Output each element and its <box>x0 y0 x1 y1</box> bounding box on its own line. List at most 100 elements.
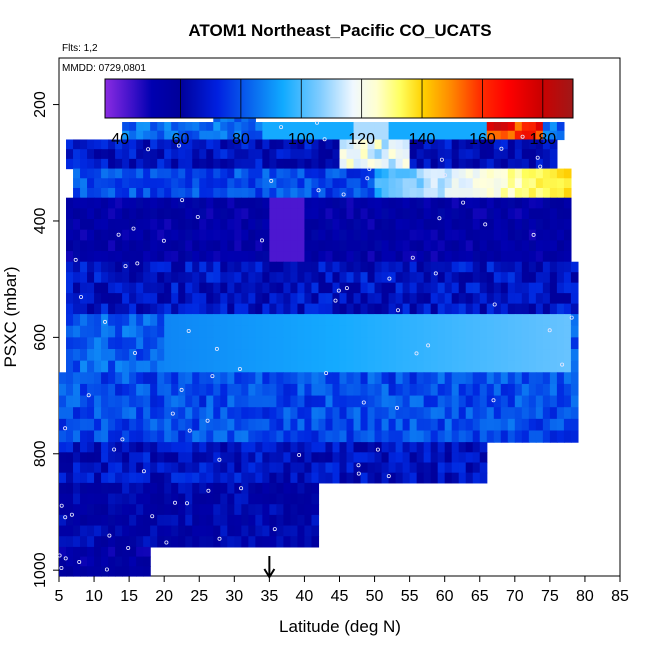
heatmap-cell <box>486 272 495 284</box>
heatmap-cell <box>479 360 488 373</box>
heatmap-cell <box>451 229 460 241</box>
heatmap-cell <box>423 240 432 252</box>
heatmap-cell <box>115 395 123 408</box>
heatmap-cell <box>94 168 102 179</box>
heatmap-cell <box>241 525 249 537</box>
heatmap-cell <box>150 452 158 464</box>
heatmap-cell <box>108 442 116 453</box>
heatmap-cell <box>248 462 256 474</box>
heatmap-cell <box>437 462 446 474</box>
heatmap-cell <box>129 360 137 373</box>
heatmap-cell <box>297 430 306 443</box>
heatmap-cell <box>262 197 270 209</box>
heatmap-cell <box>339 251 348 263</box>
heatmap-cell <box>451 452 460 464</box>
heatmap-cell <box>150 272 158 284</box>
heatmap-cell <box>556 360 565 373</box>
heatmap-cell <box>542 261 551 273</box>
heatmap-cell <box>115 337 123 350</box>
heatmap-cell <box>136 462 144 474</box>
heatmap-cell <box>339 168 348 179</box>
heatmap-cell <box>185 178 193 189</box>
heatmap-cell <box>402 293 411 305</box>
heatmap-cell <box>115 407 123 420</box>
heatmap-cell <box>150 282 158 294</box>
heatmap-cell <box>87 149 95 160</box>
heatmap-cell <box>66 272 74 284</box>
heatmap-cell <box>283 525 292 537</box>
heatmap-cell <box>269 122 277 132</box>
heatmap-cell <box>311 430 320 443</box>
heatmap-cell <box>556 208 565 220</box>
heatmap-cell <box>388 383 397 397</box>
heatmap-cell <box>465 407 474 420</box>
heatmap-cell <box>346 208 355 220</box>
heatmap-cell <box>150 525 158 537</box>
heatmap-cell <box>269 139 277 150</box>
heatmap-cell <box>136 197 144 209</box>
heatmap-cell <box>178 395 186 408</box>
heatmap-cell <box>563 272 572 284</box>
heatmap-cell <box>549 219 558 231</box>
heatmap-cell <box>374 325 383 338</box>
heatmap-cell <box>290 251 299 263</box>
heatmap-cell <box>353 293 362 305</box>
heatmap-cell <box>304 240 313 252</box>
heatmap-cell <box>556 430 565 443</box>
heatmap-cell <box>129 418 137 432</box>
heatmap-cell <box>444 139 453 150</box>
heatmap-cell <box>255 493 263 505</box>
heatmap-cell <box>276 197 284 209</box>
heatmap-cell <box>199 261 207 273</box>
heatmap-cell <box>493 303 502 315</box>
heatmap-cell <box>283 337 292 350</box>
heatmap-cell <box>556 197 565 209</box>
heatmap-cell <box>500 122 509 132</box>
heatmap-cell <box>136 407 144 420</box>
heatmap-cell <box>318 219 327 231</box>
heatmap-cell <box>185 187 193 199</box>
heatmap-cell <box>325 149 334 160</box>
heatmap-cell <box>297 360 306 373</box>
heatmap-cell <box>136 452 144 464</box>
heatmap-cell <box>304 504 313 516</box>
heatmap-cell <box>304 452 313 464</box>
heatmap-cell <box>157 261 165 273</box>
heatmap-cell <box>556 395 565 408</box>
heatmap-cell <box>374 168 383 179</box>
heatmap-cell <box>339 407 348 420</box>
heatmap-cell <box>381 282 390 294</box>
heatmap-cell <box>507 407 516 420</box>
heatmap-cell <box>353 372 362 385</box>
heatmap-cell <box>297 168 306 179</box>
heatmap-cell <box>374 442 383 453</box>
heatmap-cell <box>269 178 277 189</box>
heatmap-cell <box>381 122 390 132</box>
heatmap-cell <box>206 187 214 199</box>
heatmap-cell <box>122 514 130 527</box>
heatmap-cell <box>395 314 404 327</box>
heatmap-cell <box>108 197 116 209</box>
heatmap-cell <box>80 240 88 252</box>
heatmap-cell <box>185 525 193 537</box>
heatmap-cell <box>227 282 235 294</box>
heatmap-cell <box>108 360 116 373</box>
heatmap-cell <box>444 349 453 362</box>
heatmap-cell <box>101 566 109 577</box>
heatmap-cell <box>437 219 446 231</box>
heatmap-cell <box>374 472 383 484</box>
heatmap-cell <box>360 337 369 350</box>
heatmap-cell <box>129 372 137 385</box>
heatmap-cell <box>206 349 214 362</box>
heatmap-cell <box>465 372 474 385</box>
heatmap-cell <box>199 525 207 537</box>
heatmap-cell <box>87 430 95 443</box>
heatmap-cell <box>227 272 235 284</box>
heatmap-cell <box>311 261 320 273</box>
heatmap-cell <box>542 251 551 263</box>
heatmap-cell <box>171 349 179 362</box>
heatmap-cell <box>80 282 88 294</box>
heatmap-cell <box>276 472 284 484</box>
heatmap-cell <box>185 482 193 495</box>
heatmap-cell <box>458 349 467 362</box>
